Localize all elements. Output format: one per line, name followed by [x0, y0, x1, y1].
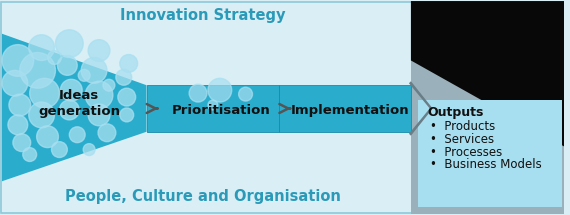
FancyBboxPatch shape [1, 2, 563, 213]
Text: Outputs: Outputs [428, 106, 484, 119]
Circle shape [189, 84, 207, 102]
Text: Prioritisation: Prioritisation [172, 104, 270, 117]
Text: •  Products: • Products [430, 120, 495, 133]
Text: •  Business Models: • Business Models [430, 158, 542, 172]
Text: •  Services: • Services [430, 133, 494, 146]
Circle shape [20, 52, 55, 88]
Circle shape [120, 55, 137, 72]
Bar [411, 1, 564, 214]
Circle shape [36, 126, 58, 148]
Circle shape [208, 78, 231, 102]
Circle shape [118, 88, 136, 106]
Circle shape [78, 69, 90, 81]
Circle shape [98, 124, 116, 142]
Bar [279, 85, 411, 132]
Circle shape [28, 35, 55, 60]
Polygon shape [411, 1, 564, 147]
Circle shape [55, 30, 83, 57]
Bar [418, 100, 563, 207]
Circle shape [88, 40, 110, 61]
Circle shape [120, 108, 134, 122]
Polygon shape [2, 34, 146, 181]
Circle shape [58, 55, 77, 75]
Text: •  Processes: • Processes [430, 146, 502, 159]
Circle shape [9, 94, 31, 116]
Text: Implementation: Implementation [291, 104, 409, 117]
Circle shape [208, 100, 218, 110]
Circle shape [60, 79, 82, 101]
Circle shape [30, 78, 59, 108]
Circle shape [28, 102, 55, 128]
Circle shape [8, 115, 28, 135]
Bar [146, 85, 279, 132]
Circle shape [2, 45, 34, 76]
Circle shape [239, 87, 253, 101]
Circle shape [81, 57, 107, 83]
Polygon shape [409, 81, 433, 136]
Circle shape [70, 127, 85, 143]
Circle shape [59, 100, 79, 120]
Circle shape [23, 148, 36, 161]
Circle shape [85, 81, 113, 109]
Text: Innovation Strategy: Innovation Strategy [120, 8, 286, 23]
Circle shape [13, 134, 31, 152]
Circle shape [51, 142, 67, 158]
Circle shape [88, 104, 110, 126]
Circle shape [47, 51, 62, 64]
Text: Ideas
generation: Ideas generation [38, 89, 120, 118]
Circle shape [83, 144, 95, 155]
Circle shape [103, 79, 115, 91]
Circle shape [116, 69, 132, 85]
Text: People, Culture and Organisation: People, Culture and Organisation [65, 189, 341, 204]
Circle shape [2, 70, 28, 96]
